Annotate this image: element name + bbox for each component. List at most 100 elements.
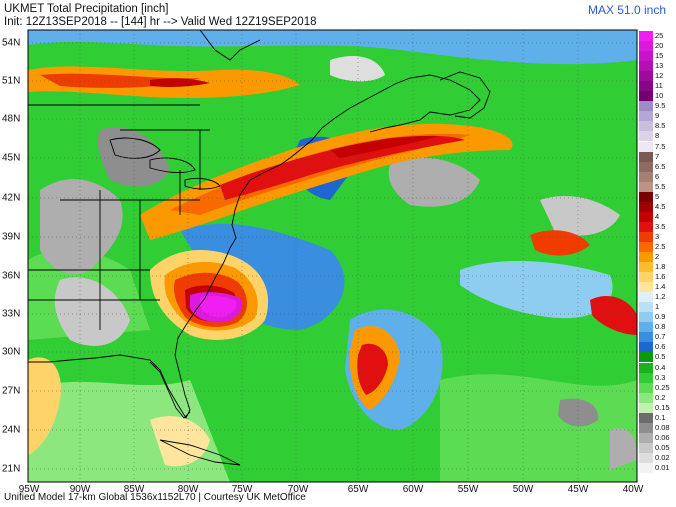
legend-entry: 8 bbox=[639, 131, 674, 142]
legend-swatch bbox=[639, 252, 653, 263]
legend-label: 3.5 bbox=[655, 221, 666, 231]
legend-swatch bbox=[639, 342, 653, 353]
map-frame bbox=[27, 29, 638, 483]
legend-label: 2.5 bbox=[655, 241, 666, 251]
precip-colorbar: 25 20 15 13 12 11 10 9.5 9 8.5 8 7.5 7 6.5 6 5.5 5 4.5 4 3.… bbox=[639, 31, 674, 473]
lon-label: 60W bbox=[402, 484, 424, 495]
lat-label: 21N bbox=[2, 463, 21, 475]
legend-swatch bbox=[639, 392, 653, 403]
legend-entry: 7.5 bbox=[639, 141, 674, 152]
legend-swatch bbox=[639, 452, 653, 463]
legend-entry: 9.5 bbox=[639, 101, 674, 112]
max-precip-label: MAX 51.0 inch bbox=[587, 3, 666, 17]
legend-swatch bbox=[639, 81, 653, 92]
lon-label: 95W bbox=[18, 484, 40, 495]
legend-entry: 0.4 bbox=[639, 362, 674, 373]
legend-entry: 8.5 bbox=[639, 121, 674, 132]
legend-label: 9 bbox=[655, 111, 660, 121]
legend-entry: 0.9 bbox=[639, 312, 674, 323]
legend-entry: 5.5 bbox=[639, 181, 674, 192]
lat-label: 39N bbox=[2, 231, 21, 243]
legend-swatch bbox=[639, 292, 653, 303]
legend-entry: 25 bbox=[639, 31, 674, 42]
legend-label: 7 bbox=[655, 151, 660, 161]
lat-label: 30N bbox=[2, 346, 21, 358]
graticule bbox=[28, 30, 637, 482]
legend-swatch bbox=[639, 61, 653, 72]
legend-swatch bbox=[639, 352, 653, 363]
lat-label: 45N bbox=[2, 152, 21, 164]
legend-swatch bbox=[639, 221, 653, 232]
legend-label: 7.5 bbox=[655, 141, 666, 151]
legend-label: 1 bbox=[655, 302, 660, 312]
legend-entry: 0.05 bbox=[639, 442, 674, 453]
model-credit: Unified Model 17-km Global 1536x1152L70 … bbox=[4, 492, 306, 503]
legend-entry: 2 bbox=[639, 252, 674, 263]
legend-swatch bbox=[639, 282, 653, 293]
legend-swatch bbox=[639, 432, 653, 443]
legend-label: 0.05 bbox=[655, 442, 670, 452]
legend-label: 12 bbox=[655, 71, 664, 81]
lat-label: 24N bbox=[2, 424, 21, 436]
legend-label: 1.4 bbox=[655, 282, 666, 292]
legend-label: 0.06 bbox=[655, 432, 670, 442]
legend-entry: 3 bbox=[639, 231, 674, 242]
chart-title: UKMET Total Precipitation [inch] bbox=[4, 3, 169, 15]
legend-swatch bbox=[639, 91, 653, 102]
lat-label: 27N bbox=[2, 385, 21, 397]
legend-label: 4 bbox=[655, 211, 660, 221]
legend-label: 0.8 bbox=[655, 322, 666, 332]
legend-entry: 1 bbox=[639, 302, 674, 313]
legend-label: 0.1 bbox=[655, 412, 666, 422]
coastline-borders bbox=[28, 30, 491, 466]
legend-entry: 0.1 bbox=[639, 412, 674, 423]
legend-entry: 0.6 bbox=[639, 342, 674, 353]
legend-label: 0.5 bbox=[655, 352, 666, 362]
lon-label: 85W bbox=[123, 484, 145, 495]
legend-entry: 0.25 bbox=[639, 382, 674, 393]
init-valid-line: Init: 12Z13SEP2018 -- [144] hr --> Valid… bbox=[4, 16, 317, 28]
legend-swatch bbox=[639, 402, 653, 413]
precip-field bbox=[28, 30, 637, 482]
legend-swatch bbox=[639, 462, 653, 473]
legend-label: 0.7 bbox=[655, 332, 666, 342]
legend-swatch bbox=[639, 131, 653, 142]
legend-entry: 4.5 bbox=[639, 201, 674, 212]
legend-entry: 1.4 bbox=[639, 282, 674, 293]
legend-entry: 0.7 bbox=[639, 332, 674, 343]
legend-label: 1.6 bbox=[655, 272, 666, 282]
legend-entry: 0.15 bbox=[639, 402, 674, 413]
legend-entry: 12 bbox=[639, 71, 674, 82]
legend-swatch bbox=[639, 171, 653, 182]
legend-entry: 13 bbox=[639, 61, 674, 72]
legend-entry: 7 bbox=[639, 151, 674, 162]
legend-label: 0.3 bbox=[655, 372, 666, 382]
legend-entry: 0.06 bbox=[639, 432, 674, 443]
legend-swatch bbox=[639, 181, 653, 192]
legend-swatch bbox=[639, 422, 653, 433]
legend-label: 0.4 bbox=[655, 362, 666, 372]
legend-swatch bbox=[639, 211, 653, 222]
legend-label: 0.6 bbox=[655, 342, 666, 352]
legend-swatch bbox=[639, 51, 653, 62]
legend-label: 8.5 bbox=[655, 121, 666, 131]
legend-label: 5 bbox=[655, 191, 660, 201]
legend-label: 2 bbox=[655, 252, 660, 262]
legend-swatch bbox=[639, 362, 653, 373]
legend-entry: 5 bbox=[639, 191, 674, 202]
legend-entry: 4 bbox=[639, 211, 674, 222]
legend-entry: 3.5 bbox=[639, 221, 674, 232]
lon-label: 70W bbox=[287, 484, 309, 495]
legend-swatch bbox=[639, 382, 653, 393]
lat-label: 42N bbox=[2, 192, 21, 204]
legend-entry: 0.8 bbox=[639, 322, 674, 333]
legend-label: 0.15 bbox=[655, 402, 670, 412]
legend-swatch bbox=[639, 241, 653, 252]
legend-label: 0.01 bbox=[655, 462, 670, 472]
legend-swatch bbox=[639, 332, 653, 343]
legend-label: 1.2 bbox=[655, 292, 666, 302]
legend-label: 0.2 bbox=[655, 392, 666, 402]
legend-label: 6 bbox=[655, 171, 660, 181]
legend-swatch bbox=[639, 272, 653, 283]
legend-swatch bbox=[639, 412, 653, 423]
